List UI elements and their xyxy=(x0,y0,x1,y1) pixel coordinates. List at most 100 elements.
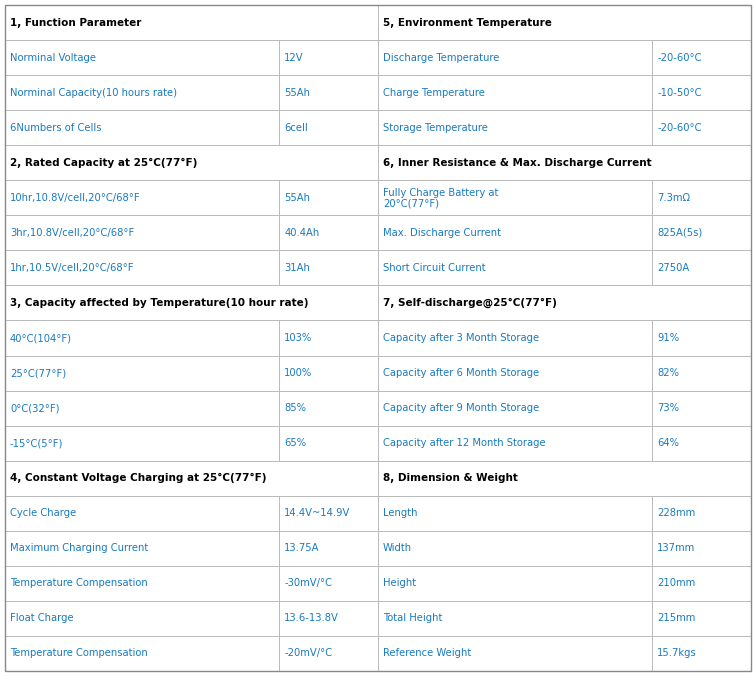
Bar xyxy=(378,110,652,145)
Text: 7.3mΩ: 7.3mΩ xyxy=(657,193,690,203)
Text: 12V: 12V xyxy=(284,53,304,63)
Bar xyxy=(652,180,751,216)
Text: 1, Function Parameter: 1, Function Parameter xyxy=(10,18,141,28)
Bar xyxy=(279,391,378,426)
Text: Total Height: Total Height xyxy=(383,613,442,623)
Text: Capacity after 3 Month Storage: Capacity after 3 Month Storage xyxy=(383,333,539,343)
Bar xyxy=(652,636,751,671)
Text: 137mm: 137mm xyxy=(657,544,696,554)
Text: Storage Temperature: Storage Temperature xyxy=(383,122,488,132)
Bar xyxy=(378,356,652,391)
Bar xyxy=(652,356,751,391)
Text: -10-50°C: -10-50°C xyxy=(657,88,702,97)
Text: 14.4V~14.9V: 14.4V~14.9V xyxy=(284,508,351,518)
Bar xyxy=(279,531,378,566)
Bar xyxy=(652,250,751,285)
Bar xyxy=(378,5,751,40)
Bar xyxy=(652,531,751,566)
Text: 55Ah: 55Ah xyxy=(284,88,310,97)
Bar xyxy=(279,216,378,250)
Bar xyxy=(5,426,279,460)
Text: -20-60°C: -20-60°C xyxy=(657,122,702,132)
Bar xyxy=(5,601,279,636)
Text: 825A(5s): 825A(5s) xyxy=(657,228,702,238)
Bar xyxy=(279,180,378,216)
Bar xyxy=(279,601,378,636)
Bar xyxy=(279,636,378,671)
Bar xyxy=(279,250,378,285)
Bar xyxy=(378,180,652,216)
Text: 73%: 73% xyxy=(657,403,679,413)
Text: 20°C(77°F): 20°C(77°F) xyxy=(383,198,439,208)
Text: Capacity after 12 Month Storage: Capacity after 12 Month Storage xyxy=(383,438,546,448)
Text: 13.75A: 13.75A xyxy=(284,544,320,554)
Bar xyxy=(378,320,652,356)
Text: Temperature Compensation: Temperature Compensation xyxy=(10,648,147,658)
Text: 91%: 91% xyxy=(657,333,680,343)
Text: Maximum Charging Current: Maximum Charging Current xyxy=(10,544,148,554)
Bar xyxy=(652,566,751,601)
Text: Short Circuit Current: Short Circuit Current xyxy=(383,263,485,273)
Text: 3, Capacity affected by Temperature(10 hour rate): 3, Capacity affected by Temperature(10 h… xyxy=(10,298,308,308)
Bar xyxy=(378,601,652,636)
Text: Temperature Compensation: Temperature Compensation xyxy=(10,579,147,588)
Text: Float Charge: Float Charge xyxy=(10,613,73,623)
Text: 2750A: 2750A xyxy=(657,263,689,273)
Text: 8, Dimension & Weight: 8, Dimension & Weight xyxy=(383,473,518,483)
Text: 82%: 82% xyxy=(657,368,679,378)
Text: -20-60°C: -20-60°C xyxy=(657,53,702,63)
Bar xyxy=(378,636,652,671)
Text: -15°C(5°F): -15°C(5°F) xyxy=(10,438,64,448)
Text: Norminal Voltage: Norminal Voltage xyxy=(10,53,96,63)
Bar xyxy=(5,250,279,285)
Bar xyxy=(5,636,279,671)
Text: 10hr,10.8V/cell,20°C/68°F: 10hr,10.8V/cell,20°C/68°F xyxy=(10,193,141,203)
Bar xyxy=(279,496,378,531)
Text: 65%: 65% xyxy=(284,438,306,448)
Bar xyxy=(652,426,751,460)
Text: 1hr,10.5V/cell,20°C/68°F: 1hr,10.5V/cell,20°C/68°F xyxy=(10,263,135,273)
Bar xyxy=(5,145,378,180)
Bar xyxy=(5,391,279,426)
Bar xyxy=(279,356,378,391)
Bar xyxy=(652,216,751,250)
Text: Height: Height xyxy=(383,579,416,588)
Text: 31Ah: 31Ah xyxy=(284,263,310,273)
Text: 40°C(104°F): 40°C(104°F) xyxy=(10,333,72,343)
Text: -30mV/°C: -30mV/°C xyxy=(284,579,332,588)
Bar xyxy=(378,460,751,496)
Bar xyxy=(378,250,652,285)
Bar xyxy=(5,285,378,320)
Text: 215mm: 215mm xyxy=(657,613,696,623)
Text: 6Numbers of Cells: 6Numbers of Cells xyxy=(10,122,101,132)
Bar xyxy=(5,75,279,110)
Text: 100%: 100% xyxy=(284,368,312,378)
Bar xyxy=(5,180,279,216)
Text: 13.6-13.8V: 13.6-13.8V xyxy=(284,613,339,623)
Text: -20mV/°C: -20mV/°C xyxy=(284,648,333,658)
Bar xyxy=(652,75,751,110)
Text: Reference Weight: Reference Weight xyxy=(383,648,471,658)
Bar xyxy=(279,426,378,460)
Text: 6, Inner Resistance & Max. Discharge Current: 6, Inner Resistance & Max. Discharge Cur… xyxy=(383,158,652,168)
Text: Width: Width xyxy=(383,544,412,554)
Text: Norminal Capacity(10 hours rate): Norminal Capacity(10 hours rate) xyxy=(10,88,177,97)
Text: 228mm: 228mm xyxy=(657,508,696,518)
Bar xyxy=(5,40,279,75)
Bar xyxy=(5,460,378,496)
Text: 2, Rated Capacity at 25°C(77°F): 2, Rated Capacity at 25°C(77°F) xyxy=(10,158,197,168)
Bar xyxy=(652,601,751,636)
Bar xyxy=(279,320,378,356)
Bar xyxy=(378,566,652,601)
Bar xyxy=(378,216,652,250)
Text: 64%: 64% xyxy=(657,438,679,448)
Text: 6cell: 6cell xyxy=(284,122,308,132)
Text: Fully Charge Battery at: Fully Charge Battery at xyxy=(383,187,498,197)
Bar xyxy=(5,110,279,145)
Bar xyxy=(5,356,279,391)
Text: 55Ah: 55Ah xyxy=(284,193,310,203)
Text: 40.4Ah: 40.4Ah xyxy=(284,228,319,238)
Bar xyxy=(378,75,652,110)
Text: 85%: 85% xyxy=(284,403,306,413)
Text: Charge Temperature: Charge Temperature xyxy=(383,88,485,97)
